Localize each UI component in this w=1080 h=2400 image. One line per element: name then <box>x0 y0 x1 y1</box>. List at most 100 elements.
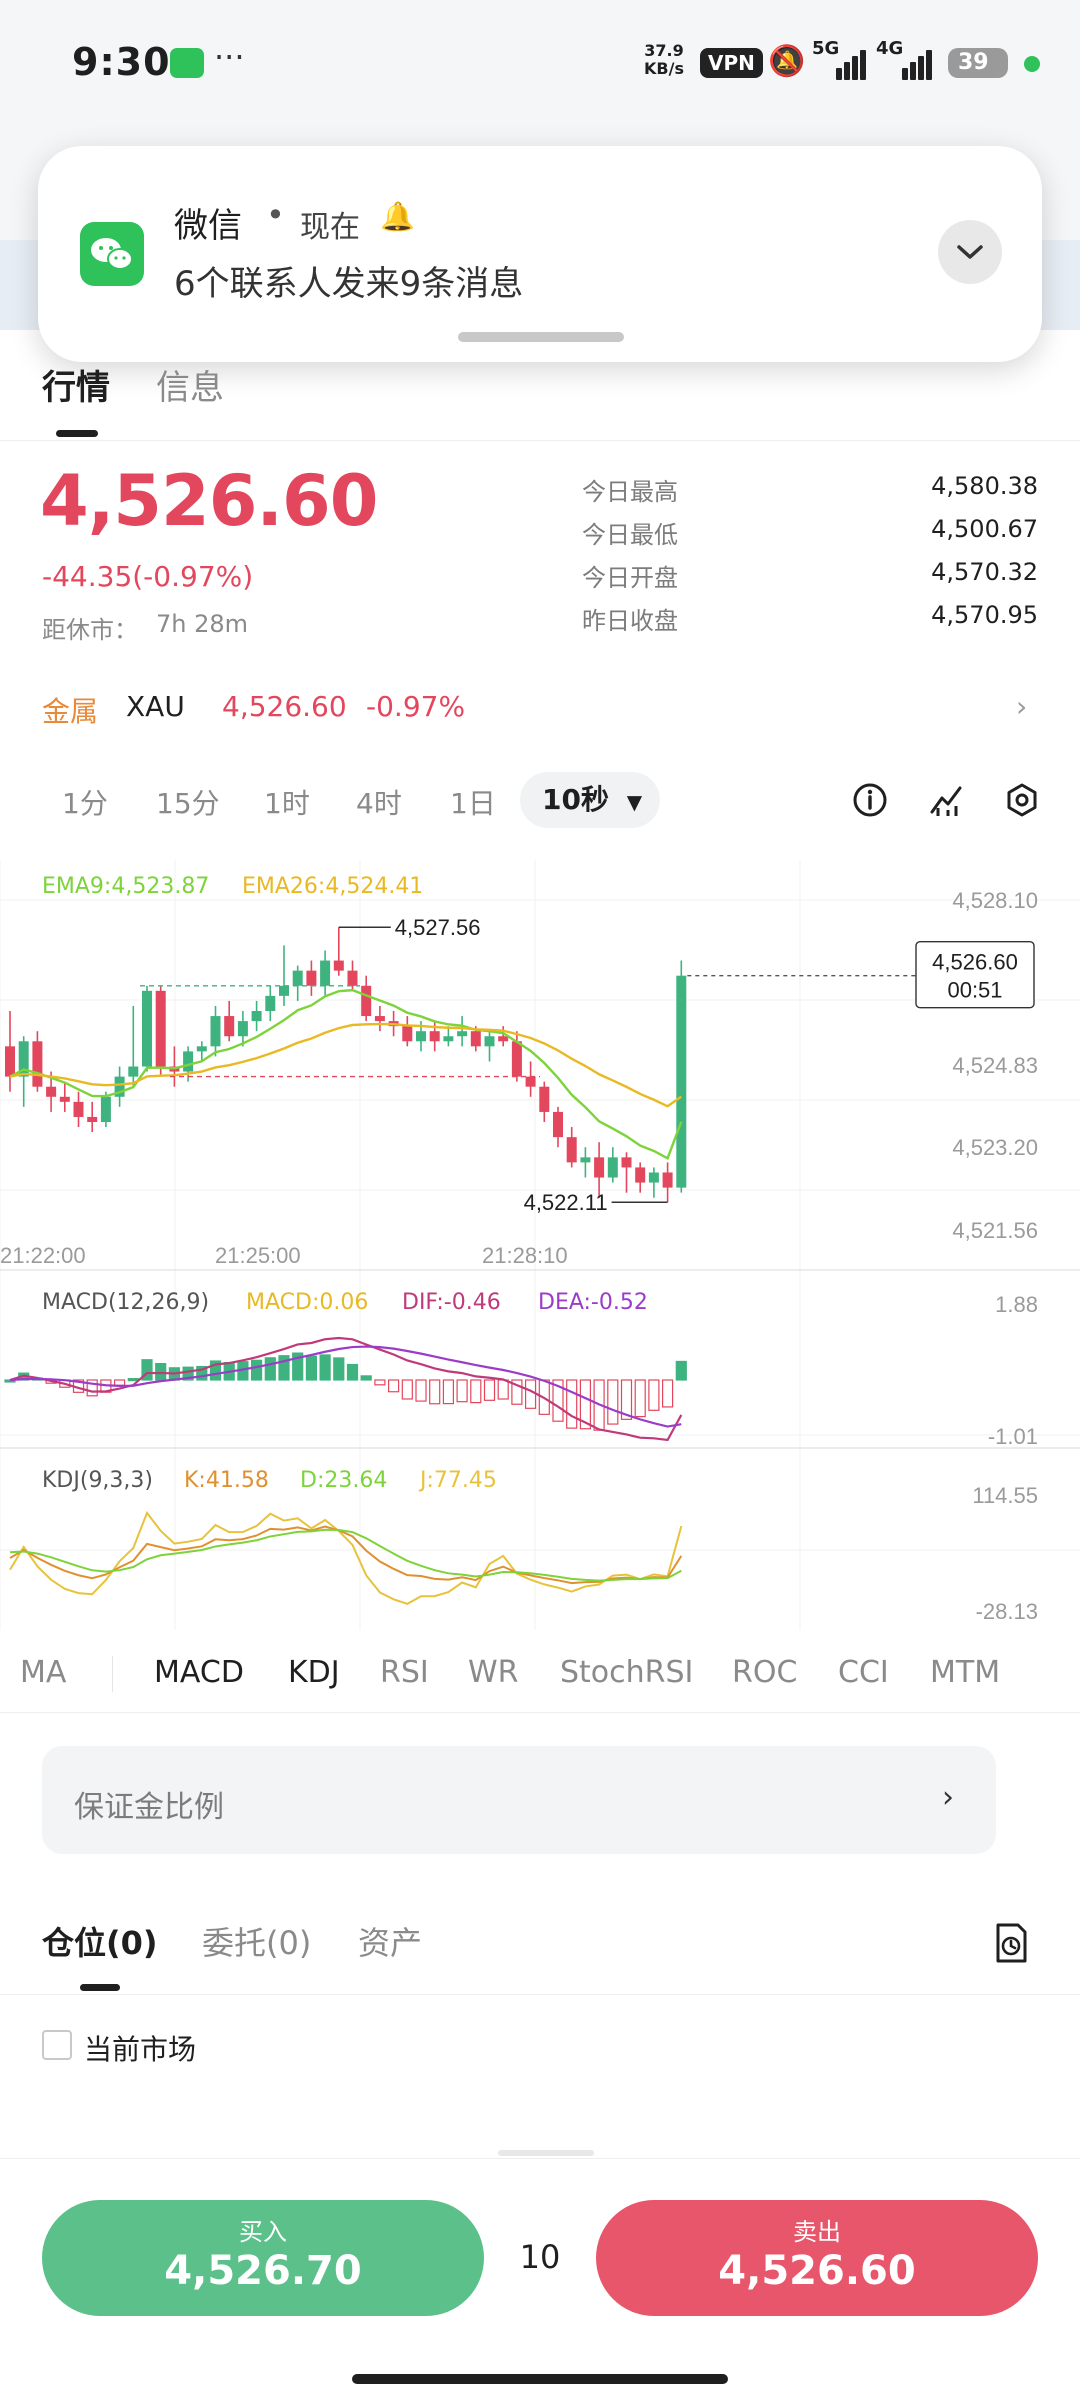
candle <box>648 1172 659 1183</box>
quantity-value[interactable]: 10 <box>519 2238 561 2276</box>
interval-4h[interactable]: 4时 <box>356 787 402 820</box>
legend-kdj-params: KDJ(9,3,3) <box>42 1468 153 1493</box>
macd-bar <box>141 1359 153 1381</box>
macd-bar <box>620 1379 633 1420</box>
order-history-icon[interactable] <box>992 1922 1030 1964</box>
sell-price: 4,526.60 <box>718 2248 916 2294</box>
signal-5g-label: 5G <box>812 38 840 59</box>
dif-line <box>9 1336 683 1442</box>
macd-bar <box>579 1379 592 1430</box>
network-speed-value: 37.9 <box>644 41 684 60</box>
macd-bar <box>278 1355 290 1381</box>
notification-drag-handle[interactable] <box>458 332 624 342</box>
ema-lines <box>9 988 683 1160</box>
buy-button[interactable]: 买入 4,526.70 <box>42 2200 484 2316</box>
candle <box>210 1016 221 1047</box>
divider <box>0 1994 1080 1995</box>
tab-assets[interactable]: 资产 <box>358 1924 423 1962</box>
tab-orders[interactable]: 委托(0) <box>202 1924 312 1962</box>
panel-drag-handle[interactable] <box>498 2150 594 2156</box>
macd-bar <box>251 1359 263 1381</box>
tab-market[interactable]: 行情 <box>42 368 110 408</box>
interval-dropdown[interactable]: 10秒 ▼ <box>520 772 660 828</box>
home-indicator[interactable] <box>352 2374 728 2384</box>
candle <box>457 1031 468 1037</box>
margin-ratio-row[interactable]: 保证金比例 › <box>42 1746 996 1854</box>
candle <box>237 1021 248 1037</box>
macd-bar <box>442 1379 454 1405</box>
tab-active-indicator <box>80 1984 120 1991</box>
interval-1h[interactable]: 1时 <box>264 787 310 820</box>
macd-bar <box>360 1375 372 1381</box>
macd-bar <box>648 1379 660 1411</box>
sell-button[interactable]: 卖出 4,526.60 <box>596 2200 1038 2316</box>
interval-1d[interactable]: 1日 <box>450 787 496 820</box>
notification-separator: • <box>266 196 285 234</box>
candle <box>402 1026 413 1042</box>
macd-bar <box>113 1379 126 1386</box>
indicator-tab-kdj[interactable]: KDJ <box>288 1655 340 1690</box>
stat-open-label: 今日开盘 <box>582 564 678 592</box>
current-market-label: 当前市场 <box>84 2033 197 2066</box>
info-icon[interactable] <box>852 782 888 818</box>
metal-category: 金属 <box>42 695 99 728</box>
candle <box>484 1036 495 1047</box>
last-price: 4,526.60 <box>40 460 378 542</box>
macd-bar <box>401 1379 413 1400</box>
stat-high-label: 今日最高 <box>582 478 678 506</box>
indicator-tab-rsi[interactable]: RSI <box>380 1655 429 1690</box>
indicator-tab-cci[interactable]: CCI <box>838 1655 889 1690</box>
macd-bar <box>196 1365 208 1381</box>
metal-price: 4,526.60 <box>222 690 347 723</box>
indicator-icon[interactable] <box>928 782 964 818</box>
macd-bar <box>127 1378 139 1382</box>
macd-bar <box>429 1379 441 1405</box>
candle <box>553 1111 563 1138</box>
indicator-tab-ma[interactable]: MA <box>20 1655 67 1690</box>
divider <box>0 2158 1080 2159</box>
macd-bar <box>497 1379 509 1400</box>
candle <box>539 1086 550 1112</box>
tab-positions[interactable]: 仓位(0) <box>42 1924 158 1962</box>
legend-dea: DEA:-0.52 <box>538 1290 648 1315</box>
candle <box>292 970 303 986</box>
candle <box>347 970 358 986</box>
indicator-tab-roc[interactable]: ROC <box>732 1655 798 1690</box>
wechat-status-icon <box>170 48 204 78</box>
legend-ema26: EMA26:4,524.41 <box>242 874 424 899</box>
expand-chevron-icon[interactable] <box>938 220 1002 284</box>
indicator-tab-stochrsi[interactable]: StochRSI <box>560 1655 694 1690</box>
macd-bar <box>155 1362 167 1381</box>
indicator-tab-wr[interactable]: WR <box>468 1655 519 1690</box>
candle <box>333 960 344 971</box>
candle <box>511 1041 522 1077</box>
buy-label: 买入 <box>239 2218 287 2246</box>
settings-icon[interactable] <box>1004 782 1040 818</box>
macd-bar <box>524 1379 537 1409</box>
price-change: -44.35(-0.97%) <box>42 560 254 593</box>
macd-bar <box>86 1379 98 1397</box>
stat-prev-close-label: 昨日收盘 <box>582 607 678 635</box>
candle <box>416 1031 426 1042</box>
network-speed: 37.9 KB/s <box>644 42 684 78</box>
interval-15m[interactable]: 15分 <box>156 787 220 820</box>
current-price-label: 4,526.60 <box>932 950 1018 975</box>
current-price-box <box>915 940 1035 1009</box>
tab-info[interactable]: 信息 <box>156 368 224 408</box>
candle <box>320 960 331 986</box>
indicator-tab-mtm[interactable]: MTM <box>930 1655 1001 1690</box>
current-market-checkbox[interactable] <box>42 2030 72 2060</box>
indicator-tab-macd[interactable]: MACD <box>154 1655 244 1690</box>
legend-k: K:41.58 <box>184 1468 269 1493</box>
wechat-notification[interactable]: 微信 • 现在 🔔 6个联系人发来9条消息 <box>38 146 1042 362</box>
stat-open-value: 4,570.32 <box>931 558 1038 586</box>
candlestick-chart[interactable]: 4,527.56 4,522.11 4,526.60 00:51 4,528.10 4,5… <box>0 860 1080 1630</box>
candle <box>59 1096 70 1102</box>
ema9-line <box>9 988 683 1160</box>
metal-symbol: XAU <box>126 690 185 723</box>
tab-active-indicator <box>56 430 98 437</box>
interval-1m[interactable]: 1分 <box>62 787 108 820</box>
close-countdown-value: 7h 28m <box>156 610 249 638</box>
chevron-right-icon[interactable]: › <box>1016 690 1028 723</box>
chart-labels: 4,527.56 4,522.11 4,526.60 00:51 4,528.10 4,5… <box>0 888 1038 1624</box>
